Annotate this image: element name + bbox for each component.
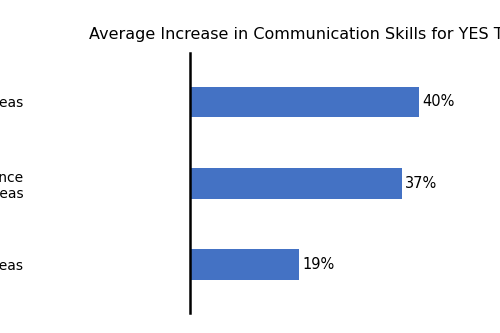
- Text: 40%: 40%: [422, 95, 455, 110]
- Bar: [190, 168, 402, 198]
- Text: 37%: 37%: [406, 175, 438, 191]
- Text: 19%: 19%: [302, 257, 334, 272]
- Title: Average Increase in Communication Skills for YES Trainings: Average Increase in Communication Skills…: [89, 27, 500, 42]
- Bar: [190, 87, 419, 118]
- Bar: [190, 249, 299, 280]
